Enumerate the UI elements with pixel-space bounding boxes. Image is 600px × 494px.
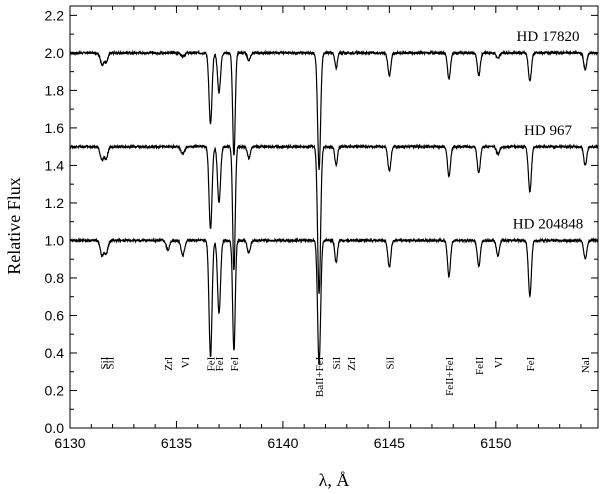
line-id-label: NaI [580, 356, 592, 373]
x-tick-label: 6150 [480, 435, 511, 451]
y-tick-label: 0.4 [45, 345, 65, 361]
y-tick-label: 1.4 [45, 157, 65, 173]
y-axis-ticks: 0.0 0.2 0.4 0.6 0.8 1.0 1.2 1.4 1.6 1.8 2.0 2.2 [45, 7, 598, 436]
x-axis-title: λ, Å [319, 470, 350, 490]
star-name-label: HD 967 [524, 123, 572, 139]
x-tick-label: 6140 [267, 435, 298, 451]
line-id-label: FeII+FeI [444, 356, 456, 396]
y-tick-label: 1.0 [45, 232, 65, 248]
spectrum-line [69, 49, 599, 170]
y-tick-label: 0.0 [45, 420, 65, 436]
line-id-label: VI [180, 356, 192, 368]
y-tick-label: 0.6 [45, 307, 65, 323]
line-id-label: VI [493, 356, 505, 368]
plot-border [69, 5, 599, 429]
line-id-label: SiI [384, 356, 396, 369]
line-id-label: ZrI [163, 356, 175, 370]
x-axis-ticks: 6130 6135 6140 6145 6150 [54, 6, 582, 451]
line-id-label: FeI [229, 356, 241, 371]
star-name-label: HD 17820 [517, 29, 580, 45]
spectrum-line [69, 236, 599, 366]
y-tick-label: 1.2 [45, 195, 65, 211]
spectrum-line [69, 143, 599, 294]
line-id-label: FeI [214, 356, 226, 371]
line-id-label: SiI [104, 356, 116, 369]
x-tick-label: 6145 [374, 435, 405, 451]
y-tick-label: 1.8 [45, 82, 65, 98]
line-id-label: SiI [331, 356, 343, 369]
y-axis-title: Relative Flux [4, 177, 24, 275]
plot-frame [69, 5, 599, 429]
y-tick-label: 2.0 [45, 45, 65, 61]
x-tick-label: 6135 [161, 435, 192, 451]
line-id-label: SiI [99, 356, 111, 369]
y-tick-label: 0.2 [45, 382, 65, 398]
spectra [69, 49, 599, 366]
line-id-label: FeI [206, 356, 218, 371]
line-id-label: FeI [525, 356, 537, 371]
x-tick-label: 6130 [54, 435, 85, 451]
star-name-label: HD 204848 [513, 217, 583, 233]
star-labels: HD 17820 HD 967 HD 204848 [513, 29, 583, 233]
y-tick-label: 0.8 [45, 270, 65, 286]
line-id-label: BaII+FeI [314, 356, 326, 397]
y-tick-label: 2.2 [45, 7, 65, 23]
line-id-label: ZrI [346, 356, 358, 370]
line-id-label: FeII [474, 356, 486, 375]
y-tick-label: 1.6 [45, 120, 65, 136]
